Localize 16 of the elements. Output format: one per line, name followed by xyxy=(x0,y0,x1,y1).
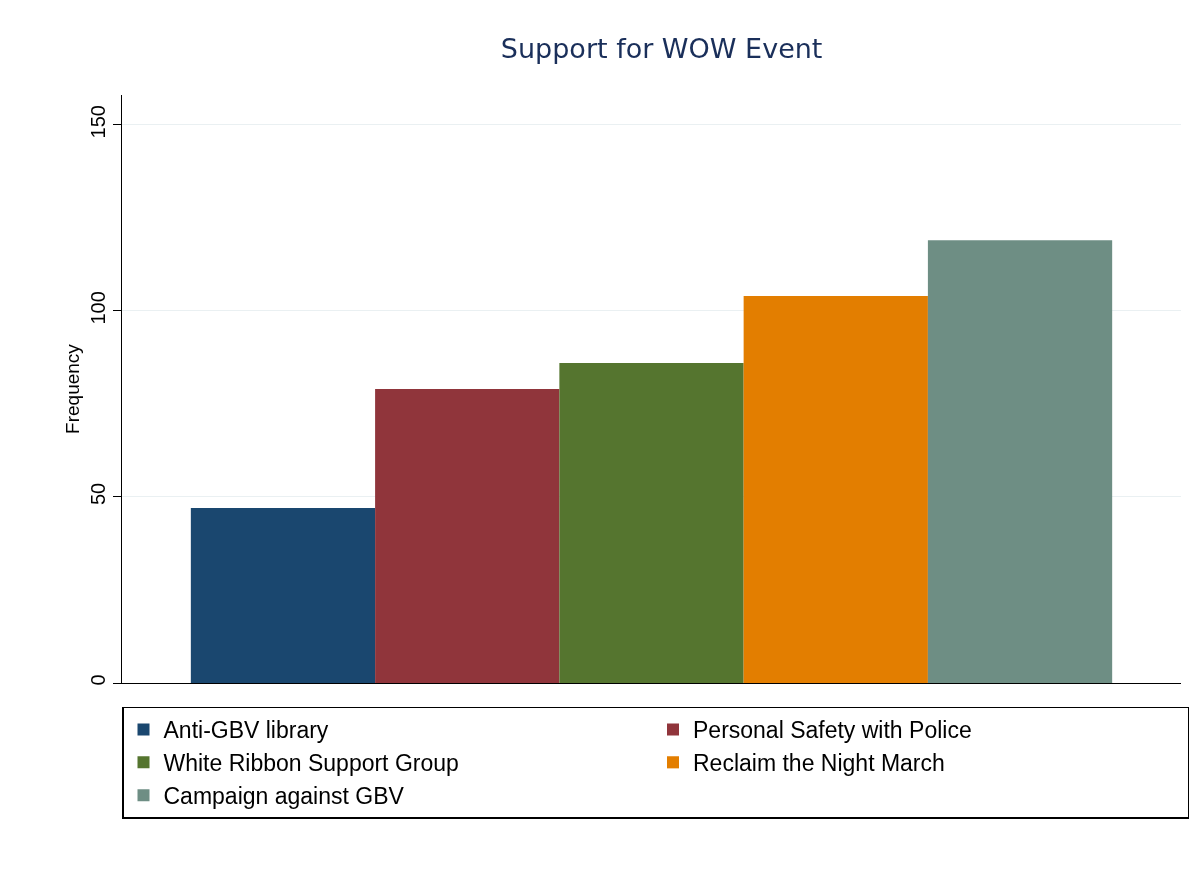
y-tick-label: 100 xyxy=(87,291,109,325)
bar xyxy=(375,389,560,683)
legend-label: Personal Safety with Police xyxy=(693,717,972,744)
y-tick-label: 150 xyxy=(87,105,109,139)
chart-title: Support for WOW Event xyxy=(500,33,823,65)
y-axis-title: Frequency xyxy=(61,343,83,434)
bar xyxy=(559,362,744,683)
bar xyxy=(743,295,928,683)
y-tick-label: 0 xyxy=(87,674,109,686)
legend-label: Reclaim the Night March xyxy=(693,750,945,777)
bar xyxy=(190,508,376,683)
legend-label: White Ribbon Support Group xyxy=(163,750,459,777)
y-tick-label: 50 xyxy=(87,482,109,506)
legend-label: Anti-GBV library xyxy=(163,717,329,744)
bar xyxy=(927,240,1113,683)
legend-label: Campaign against GBV xyxy=(163,783,405,810)
